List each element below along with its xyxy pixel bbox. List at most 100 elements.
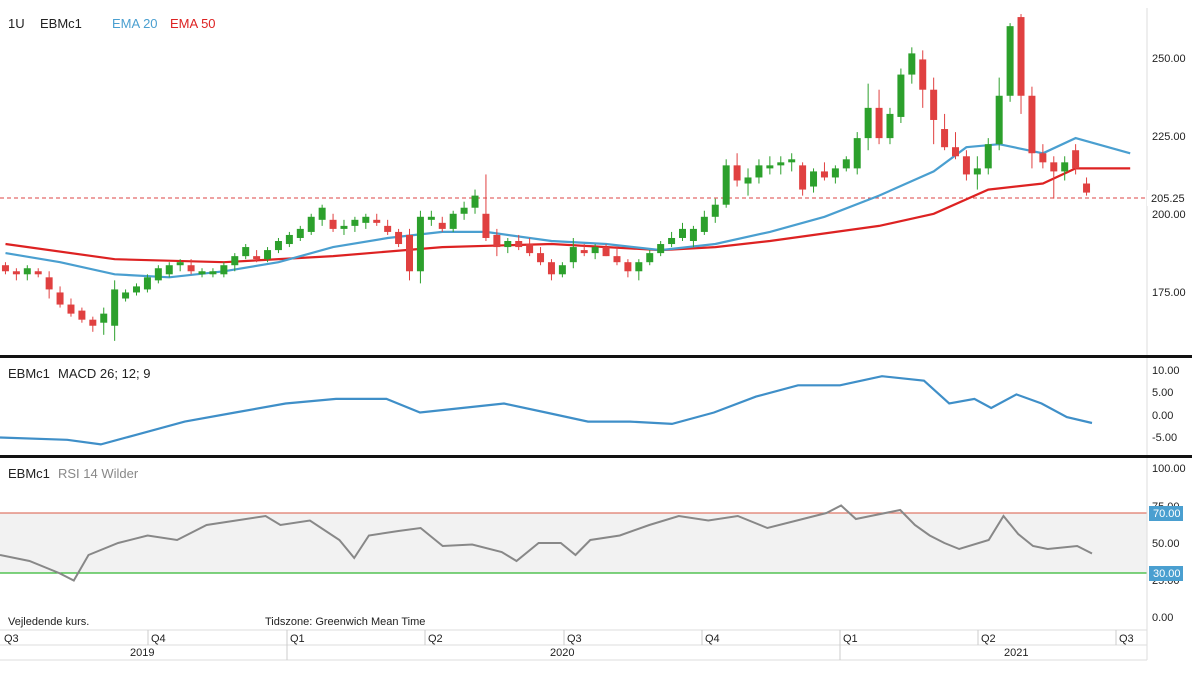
candle (547, 259, 555, 281)
candle (34, 268, 42, 278)
ema50-legend[interactable]: EMA 50 (170, 16, 216, 31)
candle-body (438, 222, 446, 229)
macd-panel: 10.00 5.00 0.00 -5.00 EBMc1 MACD 26; 12;… (0, 358, 1180, 456)
candle-body (591, 247, 599, 254)
macd-indicator-label[interactable]: MACD 26; 12; 9 (58, 366, 151, 381)
candle-body (722, 165, 730, 205)
candle-body (700, 216, 708, 232)
interval-label: 1U (8, 16, 25, 31)
candle-body (962, 156, 970, 175)
candle-body (853, 138, 861, 169)
candle-body (176, 262, 184, 266)
candle (504, 237, 512, 254)
candle (384, 219, 392, 235)
candle (799, 162, 807, 196)
candle (733, 153, 741, 187)
candle-body (78, 310, 86, 320)
candle (526, 237, 534, 257)
candle (274, 237, 282, 254)
candle (329, 213, 337, 232)
candle (318, 204, 326, 226)
candle-body (995, 95, 1003, 145)
rsi-indicator-label[interactable]: RSI 14 Wilder (58, 466, 139, 481)
quarter-label: Q1 (843, 633, 858, 645)
candle (89, 316, 97, 332)
candle (657, 241, 665, 257)
candle-body (406, 234, 413, 272)
candle-body (842, 159, 850, 169)
candle (296, 225, 304, 242)
rsi-lower-label: 30.00 (1153, 568, 1181, 580)
panel-divider[interactable] (0, 355, 1192, 358)
year-label: 2019 (130, 647, 154, 659)
candle-body (296, 228, 304, 238)
candle-body (122, 292, 130, 299)
candle (45, 271, 53, 299)
candle-body (307, 216, 315, 232)
candle (875, 89, 883, 145)
price-panel: 250.00 225.00 200.00 175.00 205.25 1U EB… (0, 8, 1188, 356)
candle-body (504, 241, 512, 248)
candle (231, 253, 239, 272)
candle-body (67, 304, 75, 314)
candle-body (460, 207, 468, 214)
ema20-layer (5, 136, 1131, 279)
candle-body (231, 256, 239, 266)
rsi-tick-label: 0.00 (1152, 612, 1173, 624)
ema20-legend[interactable]: EMA 20 (112, 16, 158, 31)
candle-body (1017, 17, 1025, 96)
candle-body (34, 271, 42, 275)
candle (722, 159, 730, 208)
rsi-panel: 100.00 75.00 50.00 25.00 0.00 70.00 30.0… (0, 458, 1186, 660)
candle (537, 247, 545, 266)
candle-body (56, 292, 64, 305)
candle (941, 113, 949, 151)
candle (12, 268, 20, 281)
candle (122, 289, 130, 302)
candle (679, 222, 686, 242)
candle-body (318, 207, 326, 220)
price-y-axis: 250.00 225.00 200.00 175.00 (1152, 53, 1186, 299)
rsi-upper-label: 70.00 (1153, 508, 1181, 520)
quarter-label: Q1 (290, 633, 305, 645)
candle (373, 213, 381, 226)
candle-body (285, 234, 293, 245)
candle (395, 228, 403, 248)
candle (558, 262, 566, 278)
candle (242, 244, 250, 260)
quarter-label: Q3 (1119, 633, 1134, 645)
candle (788, 153, 796, 172)
candle-body (1083, 183, 1091, 193)
candle (831, 165, 839, 184)
price-tick-label: 200.00 (1152, 209, 1186, 221)
candle (1072, 144, 1080, 175)
candle (493, 228, 501, 257)
candle (919, 50, 927, 108)
candle (591, 244, 599, 260)
candle-body (89, 319, 97, 326)
candle-body (253, 256, 261, 260)
rsi-lower-badge (1149, 566, 1183, 581)
ema50-line (5, 167, 1131, 264)
current-price-badge (1147, 190, 1188, 206)
candle-body (831, 168, 839, 178)
rsi-series (0, 504, 1093, 582)
candle-body (340, 225, 348, 229)
candle (711, 198, 719, 223)
candle (1083, 177, 1091, 196)
candle-body (198, 271, 206, 275)
candle (253, 250, 261, 263)
macd-tick-label: 5.00 (1152, 387, 1173, 399)
candle-body (1072, 150, 1080, 169)
panel-divider[interactable] (0, 455, 1192, 458)
candle-body (973, 168, 981, 175)
candle-body (1039, 153, 1047, 163)
year-label: 2020 (550, 647, 574, 659)
candle-body (395, 231, 403, 245)
candle-body (23, 268, 31, 275)
candle-body (810, 171, 818, 187)
candle (1, 262, 9, 275)
candle-body (384, 225, 392, 232)
